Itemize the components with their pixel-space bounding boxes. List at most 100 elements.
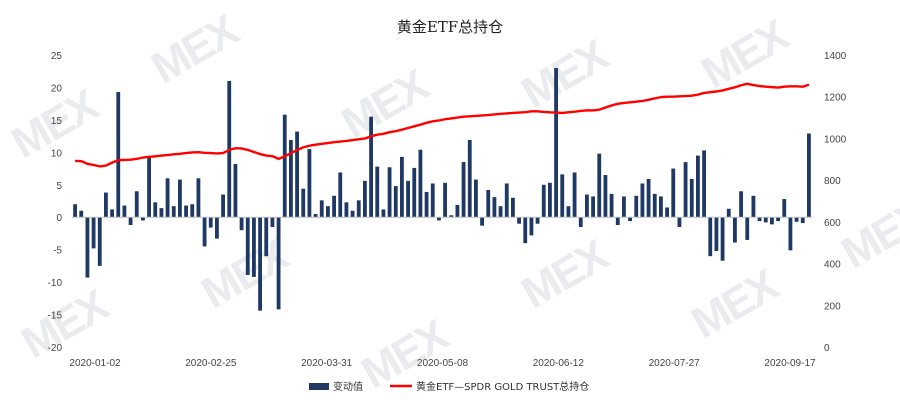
bar	[535, 217, 540, 224]
y-right-tick-label: 1400	[824, 51, 847, 62]
bar	[264, 217, 269, 257]
bar	[326, 206, 330, 218]
bar	[523, 217, 528, 244]
bar	[517, 217, 521, 224]
bar	[763, 217, 768, 223]
bar	[597, 153, 602, 218]
bar	[128, 217, 133, 226]
x-tick-label: 2020-03-31	[301, 358, 353, 369]
x-tick-label: 2020-01-02	[69, 358, 121, 369]
bar	[301, 188, 306, 218]
bar	[116, 91, 121, 218]
bar	[387, 167, 392, 218]
legend-label-bars: 变动值	[333, 380, 363, 393]
bar	[702, 150, 706, 218]
bar	[375, 166, 380, 218]
bar	[585, 194, 589, 218]
bar	[615, 217, 620, 226]
bar	[733, 217, 737, 243]
bar	[745, 217, 750, 240]
bar	[609, 193, 614, 218]
bar	[511, 197, 515, 218]
bar	[184, 205, 188, 218]
bar	[91, 217, 96, 249]
bar	[486, 189, 491, 218]
bar	[363, 180, 367, 218]
bar	[757, 217, 762, 222]
x-tick-label: 2020-07-27	[649, 358, 701, 369]
y-left-tick-label: 20	[51, 83, 63, 94]
bar	[196, 178, 201, 218]
bar	[338, 172, 343, 218]
bar	[646, 178, 651, 218]
bar	[221, 194, 225, 218]
bar	[652, 193, 657, 218]
y-right-tick-label: 0	[824, 343, 830, 354]
y-left-tick-label: -10	[48, 278, 63, 289]
bar	[356, 200, 361, 218]
bar	[782, 199, 787, 218]
bar	[153, 202, 158, 218]
bar	[504, 183, 509, 218]
bar	[634, 195, 639, 218]
bar	[412, 167, 417, 218]
bar	[492, 197, 497, 218]
y-left-tick-label: 25	[51, 51, 63, 62]
bar	[800, 217, 805, 224]
bar	[720, 217, 725, 261]
y-left-tick-label: 5	[56, 181, 62, 192]
bar	[498, 206, 503, 218]
bar	[739, 191, 743, 218]
bar	[289, 140, 293, 218]
bar	[572, 172, 577, 218]
y-right-tick-label: 600	[824, 218, 841, 229]
bar	[430, 183, 435, 218]
bar	[455, 204, 460, 218]
bar	[807, 133, 811, 218]
bar	[165, 178, 170, 218]
chart-title: 黄金ETF总持仓	[397, 18, 503, 36]
bar	[424, 191, 429, 218]
bar	[437, 217, 441, 221]
bar	[548, 182, 552, 218]
y-left-tick-label: -15	[48, 311, 63, 322]
y-left-tick-label: 10	[51, 148, 63, 159]
bar	[443, 182, 447, 218]
bar	[677, 217, 682, 227]
bar	[566, 206, 571, 218]
bar	[622, 196, 626, 218]
y-right-tick-label: 1000	[824, 134, 847, 145]
bar	[134, 191, 139, 218]
bar	[319, 200, 324, 218]
legend-swatch-bars	[309, 383, 329, 390]
bar	[245, 217, 250, 275]
bar	[369, 116, 373, 218]
y-left-tick-label: 0	[56, 213, 62, 224]
bar	[190, 204, 195, 218]
bar	[85, 217, 90, 278]
bar	[683, 162, 688, 218]
bar	[474, 179, 478, 218]
bar	[122, 205, 127, 218]
x-tick-label: 2020-02-25	[185, 358, 237, 369]
bar	[449, 215, 454, 218]
bar	[332, 195, 336, 218]
bar	[659, 196, 663, 218]
bar	[640, 183, 645, 218]
bar	[726, 208, 731, 218]
bar	[770, 217, 774, 225]
bar	[258, 217, 262, 311]
x-tick-label: 2020-06-12	[533, 358, 585, 369]
bar	[313, 213, 318, 218]
bar	[270, 217, 275, 227]
bar	[751, 195, 756, 218]
y-right-tick-label: 200	[824, 301, 841, 312]
bar	[276, 217, 281, 310]
bar	[350, 210, 355, 218]
bar	[400, 156, 404, 218]
bar	[671, 168, 676, 218]
bar	[73, 204, 77, 218]
y-right-tick-label: 800	[824, 176, 841, 187]
